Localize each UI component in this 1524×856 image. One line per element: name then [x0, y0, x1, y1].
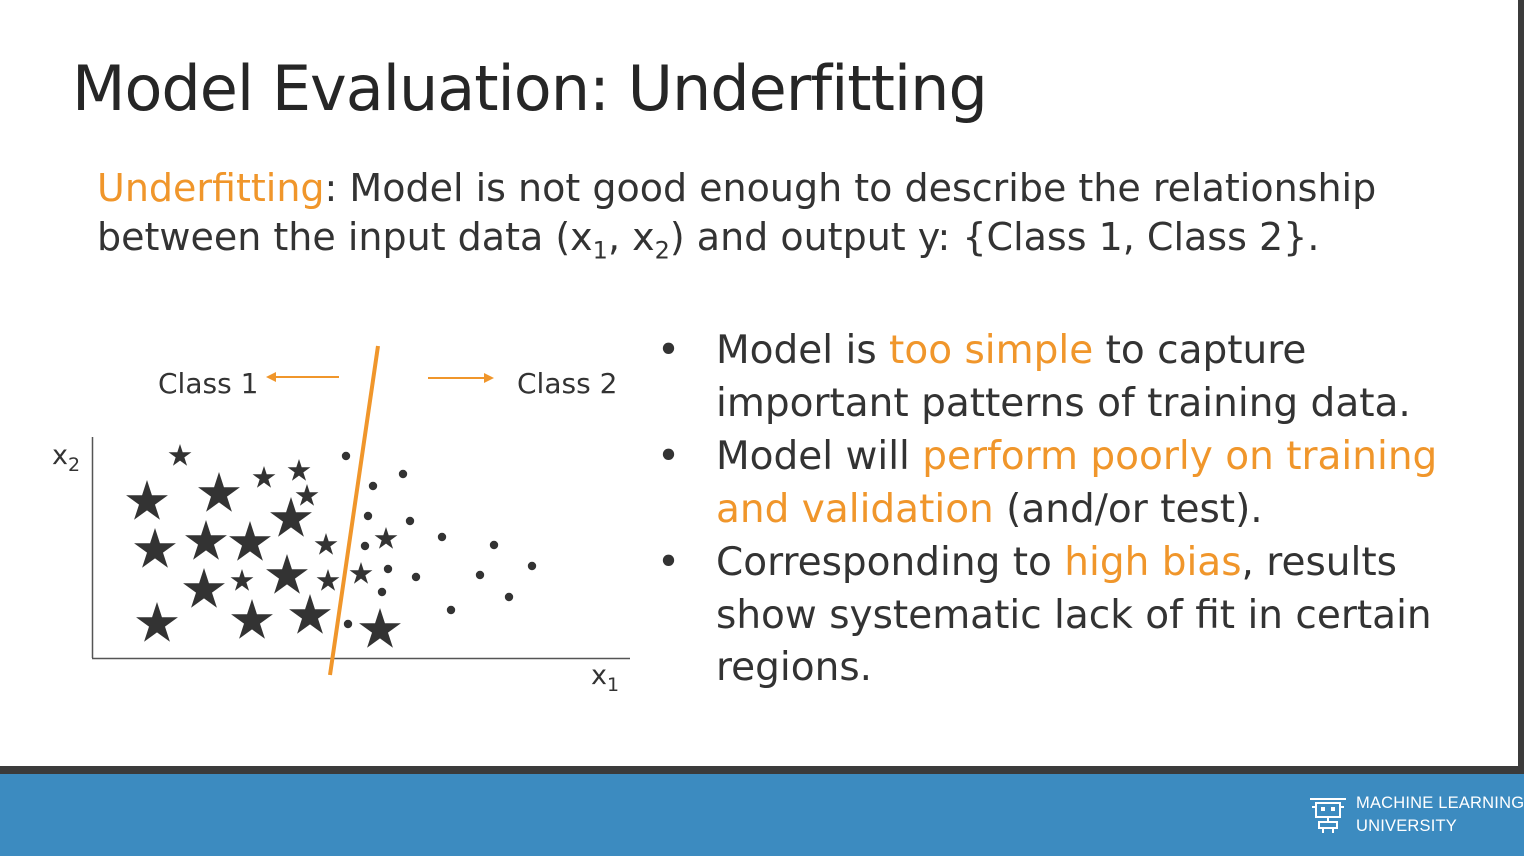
- star-marker: [183, 568, 225, 608]
- bullet-dot-icon: •: [657, 540, 681, 585]
- slide-title: Model Evaluation: Underfitting: [72, 52, 988, 125]
- bullet-text: Corresponding to: [716, 540, 1065, 585]
- star-marker: [168, 444, 192, 466]
- star-marker: [289, 594, 331, 634]
- brand-text: MACHINE LEARNING UNIVERSITY: [1356, 792, 1524, 838]
- star-marker: [231, 599, 273, 639]
- y-axis-label-sub: 2: [68, 454, 80, 476]
- dot-marker: [411, 572, 421, 582]
- underfitting-diagram: Class 1 Class 2 x2 x1: [52, 345, 630, 696]
- bullet-dot-icon: •: [657, 328, 681, 373]
- star-marker: [198, 472, 240, 512]
- bullet-text: Model is: [716, 328, 890, 373]
- bullet-list: • Model is too simple to capture importan…: [654, 325, 1484, 696]
- dot-marker: [368, 481, 378, 491]
- star-marker: [287, 459, 311, 481]
- star-marker: [185, 520, 227, 560]
- dot-marker: [446, 605, 456, 615]
- star-marker: [136, 602, 178, 642]
- arrow-right-icon: [428, 373, 494, 383]
- dot-marker: [363, 511, 373, 521]
- footer-bar: [0, 774, 1524, 856]
- star-marker: [316, 569, 340, 591]
- star-marker: [295, 484, 319, 506]
- bullet-highlight: too simple: [889, 328, 1094, 373]
- bullet-item: • Model is too simple to capture importan…: [654, 325, 1484, 430]
- bullet-item: • Model will perform poorly on training a…: [654, 431, 1484, 536]
- dot-marker: [504, 592, 514, 602]
- footer-divider: [0, 766, 1524, 774]
- bullet-item: • Corresponding to high bias, results sho…: [654, 537, 1484, 695]
- robot-icon: [1310, 798, 1346, 833]
- dot-marker: [398, 469, 408, 479]
- star-marker: [252, 466, 276, 488]
- star-marker: [230, 569, 254, 591]
- dot-marker: [405, 516, 415, 526]
- star-marker: [229, 521, 271, 561]
- dot-marker: [527, 561, 537, 571]
- y-axis-label-main: x: [52, 440, 68, 471]
- definition-part-1: : Model is not good enough to describe t…: [97, 166, 1377, 259]
- dot-marker: [377, 587, 387, 597]
- slide-right-edge: [1518, 0, 1524, 856]
- definition-part-3: ) and output y: {Class 1, Class 2}.: [669, 215, 1320, 259]
- star-marker: [126, 480, 168, 520]
- bullet-text: (and/or test).: [993, 486, 1263, 532]
- definition-text: Underfitting: Model is not good enough t…: [97, 164, 1457, 265]
- decision-boundary: [328, 345, 380, 676]
- definition-part-2: , x: [607, 215, 655, 259]
- dot-marker: [489, 540, 499, 550]
- bullet-dot-icon: •: [657, 434, 681, 479]
- x-axis-label: x1: [591, 660, 619, 696]
- class2-label: Class 2: [517, 367, 617, 400]
- star-marker: [134, 528, 176, 568]
- bullet-highlight: high bias: [1064, 540, 1242, 585]
- star-marker: [374, 527, 398, 549]
- star-marker: [266, 554, 308, 594]
- dot-marker: [475, 570, 485, 580]
- x-axis-label-sub: 1: [607, 674, 619, 696]
- class2-dots: [341, 451, 537, 629]
- mlu-brand: MACHINE LEARNING UNIVERSITY: [1308, 792, 1524, 840]
- x-axis-label-main: x: [591, 660, 607, 691]
- star-marker: [349, 562, 373, 584]
- bullet-highlight: perform poorly on training and validatio…: [716, 434, 1438, 532]
- dot-marker: [437, 532, 447, 542]
- y-axis-label: x2: [52, 440, 80, 476]
- star-marker: [359, 608, 401, 648]
- definition-sub-2: 2: [654, 236, 670, 265]
- bullet-text: to capture important patterns of trainin…: [716, 328, 1411, 426]
- brand-line-1: MACHINE LEARNING: [1356, 794, 1524, 812]
- class1-label: Class 1: [158, 367, 258, 400]
- brand-line-2: UNIVERSITY: [1356, 817, 1458, 835]
- bullet-text: Model will: [716, 434, 923, 479]
- dot-marker: [360, 541, 370, 551]
- definition-term: Underfitting: [97, 166, 325, 210]
- arrow-left-icon: [266, 372, 339, 382]
- bullet-text: , results show systematic lack of fit in…: [716, 540, 1432, 690]
- definition-sub-1: 1: [592, 236, 608, 265]
- star-marker: [270, 497, 312, 537]
- dot-marker: [341, 451, 351, 461]
- dot-marker: [383, 564, 393, 574]
- dot-marker: [343, 619, 353, 629]
- star-marker: [314, 533, 338, 555]
